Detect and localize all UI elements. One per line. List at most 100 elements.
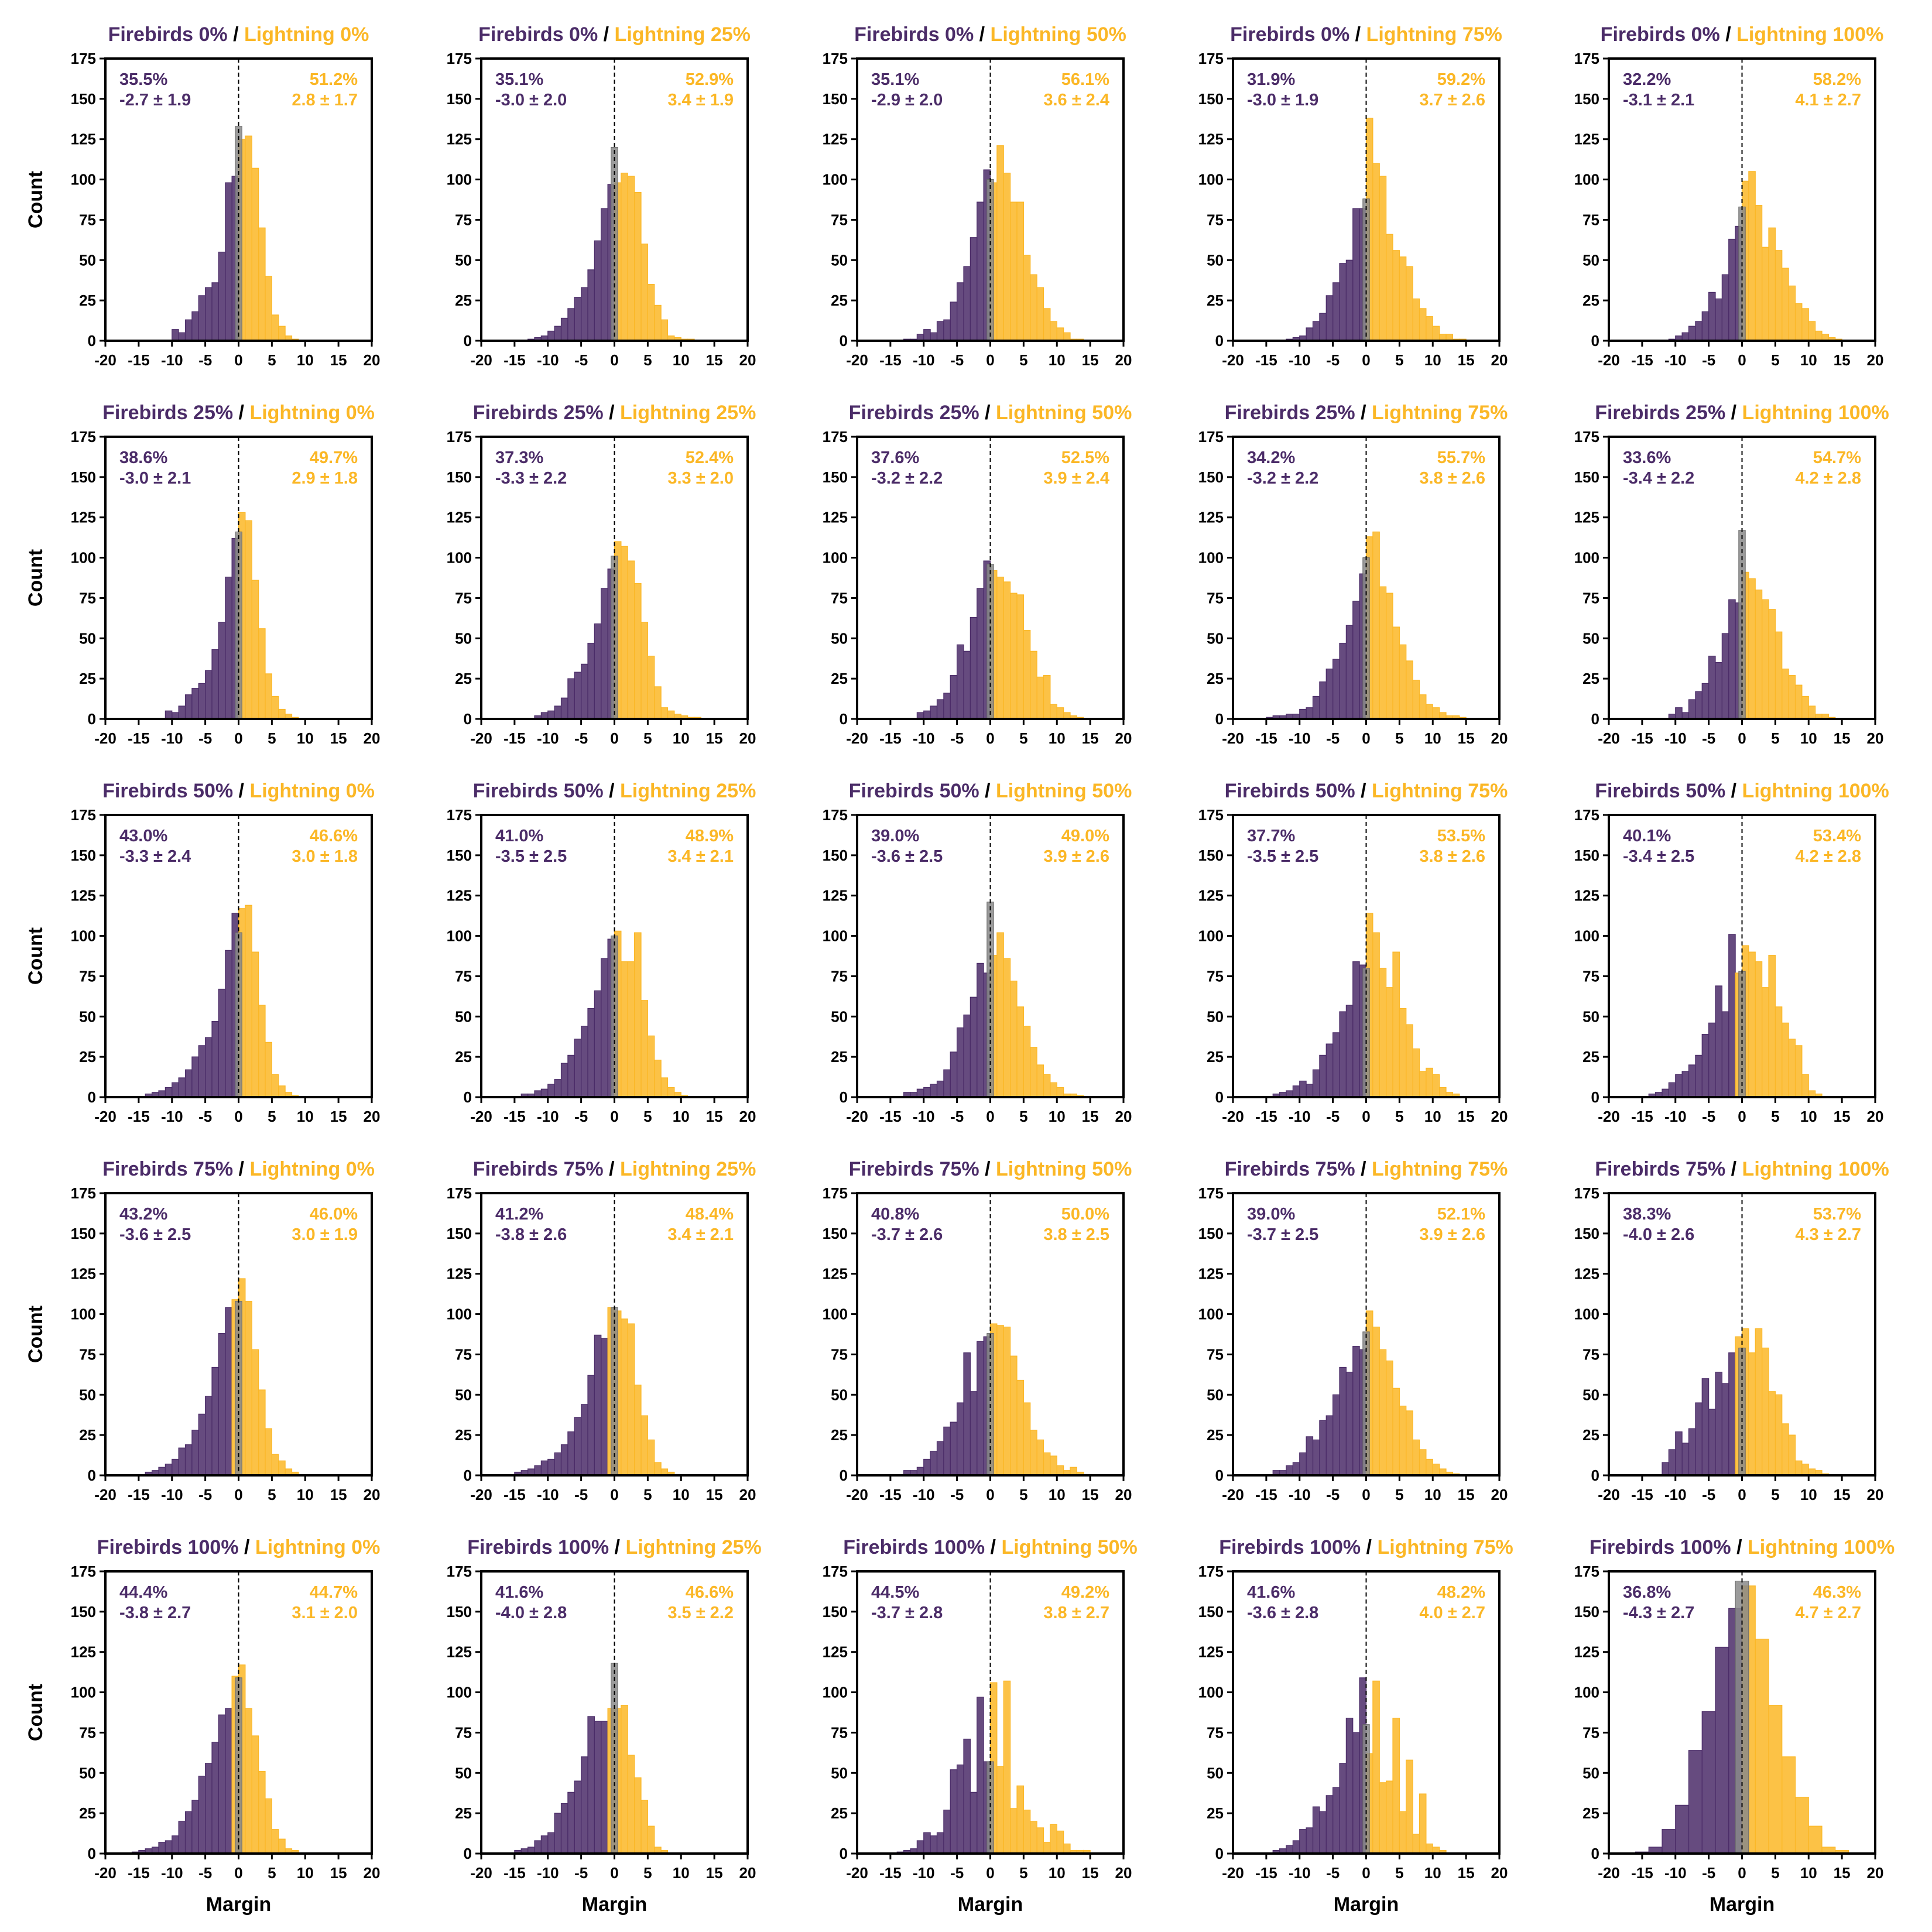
x-tick-label: -15 [1631, 1486, 1653, 1503]
lightning-bar [640, 1800, 648, 1854]
lightning-bar [1794, 1797, 1809, 1854]
lightning-bar [1801, 308, 1809, 341]
x-tick-label: 5 [1395, 1486, 1403, 1503]
lightning-bar [654, 686, 662, 720]
y-tick-label: 50 [1207, 1386, 1224, 1403]
y-tick-label: 100 [823, 927, 848, 945]
x-tick-label: 10 [297, 1486, 314, 1503]
x-tick-label: 15 [1458, 729, 1475, 747]
x-tick-label: 15 [1834, 1486, 1851, 1503]
y-tick-label: 150 [1198, 1603, 1224, 1621]
panel-16: 0 25 50 75 100 125 150 175 -20 -15 -10 -5 0 5 10 15 20 Fi… [25, 1158, 380, 1503]
firebirds-margin-stat: -3.0 ± 2.1 [119, 469, 191, 488]
lightning-margin-stat: 4.7 ± 2.7 [1795, 1604, 1861, 1622]
panel-title: Firebirds 50% / Lightning 50% [849, 780, 1132, 802]
lightning-pct: 53.4% [1813, 827, 1861, 845]
firebirds-margin-stat: -3.5 ± 2.5 [1247, 847, 1318, 866]
firebirds-bar [191, 1430, 199, 1476]
firebirds-bar [1312, 321, 1320, 341]
firebirds-bar [957, 1764, 964, 1854]
x-tick-label: -15 [503, 351, 526, 369]
firebirds-bar [1688, 699, 1696, 720]
lightning-margin-stat: 4.3 ± 2.7 [1795, 1225, 1861, 1244]
y-tick-label: 175 [823, 1184, 848, 1202]
lightning-bar [1386, 592, 1393, 720]
lightning-bar [1755, 961, 1763, 1098]
firebirds-pct: 44.4% [119, 1583, 167, 1602]
y-tick-label: 75 [455, 1345, 472, 1363]
firebirds-bar [957, 1027, 964, 1098]
x-tick-label: 15 [1082, 1108, 1099, 1125]
y-tick-label: 50 [455, 1764, 472, 1782]
y-tick-label: 175 [1574, 1563, 1599, 1580]
lightning-bar [654, 1462, 662, 1476]
y-tick-label: 125 [447, 1265, 472, 1283]
lightning-pct: 55.7% [1437, 448, 1485, 467]
firebirds-bar [930, 332, 938, 341]
y-tick-label: 50 [1582, 629, 1599, 647]
lightning-bar [1386, 1360, 1393, 1476]
y-tick-label: 0 [464, 1845, 472, 1862]
title-firebirds: Firebirds 100% [1590, 1536, 1731, 1558]
panel-title: Firebirds 0% / Lightning 25% [478, 23, 751, 46]
x-tick-label: 10 [673, 351, 690, 369]
x-tick-label: -10 [161, 351, 183, 369]
y-tick-label: 175 [1198, 806, 1224, 824]
x-tick-label: -15 [1255, 1486, 1277, 1503]
lightning-bar [1801, 1464, 1809, 1476]
firebirds-bar [547, 1832, 555, 1854]
y-tick-label: 0 [88, 1088, 96, 1106]
title-separator: / [228, 23, 244, 46]
firebirds-bar [587, 269, 595, 341]
lightning-bar [1755, 1328, 1763, 1476]
y-axis-label: Count [25, 549, 47, 607]
lightning-bar [1768, 227, 1776, 341]
firebirds-bar [1701, 683, 1710, 720]
y-tick-label: 25 [79, 1804, 96, 1822]
lightning-bar [660, 707, 669, 720]
x-tick-label: -10 [1664, 1864, 1687, 1882]
y-tick-label: 100 [447, 549, 472, 567]
y-tick-label: 50 [79, 1386, 96, 1403]
firebirds-bar [1352, 601, 1360, 720]
x-tick-label: 0 [1738, 1108, 1746, 1125]
firebirds-bar [574, 672, 582, 720]
firebirds-bar [1299, 1829, 1307, 1854]
y-tick-label: 150 [447, 847, 472, 864]
lightning-bar [1063, 332, 1071, 341]
y-tick-label: 50 [1582, 1008, 1599, 1025]
x-tick-label: 10 [673, 1864, 690, 1882]
firebirds-bar [540, 1835, 549, 1854]
lightning-bar [1030, 1430, 1037, 1476]
lightning-bar [1762, 1347, 1769, 1476]
y-tick-label: 175 [1574, 428, 1599, 446]
y-tick-label: 25 [455, 1804, 472, 1822]
y-tick-label: 75 [79, 1724, 96, 1741]
firebirds-bar [977, 201, 984, 341]
lightning-bar [1782, 1423, 1789, 1476]
lightning-pct: 49.7% [310, 448, 358, 467]
title-firebirds: Firebirds 0% [854, 23, 974, 46]
x-tick-label: -20 [470, 729, 492, 747]
x-tick-label: -20 [470, 1864, 492, 1882]
lightning-bar [640, 1415, 648, 1476]
firebirds-margin-stat: -2.7 ± 1.9 [119, 91, 191, 109]
lightning-bar [1399, 1405, 1407, 1476]
lightning-bar [1432, 1464, 1440, 1476]
y-tick-label: 75 [79, 211, 96, 228]
lightning-bar [1050, 1455, 1057, 1476]
firebirds-bar [1345, 625, 1354, 720]
y-tick-label: 100 [71, 1684, 96, 1701]
lightning-bar [245, 135, 252, 341]
title-lightning: Lightning 100% [1742, 402, 1889, 424]
title-separator: / [233, 402, 249, 424]
x-tick-label: -10 [537, 729, 559, 747]
x-tick-label: -20 [1598, 1486, 1620, 1503]
firebirds-bar [1728, 599, 1736, 720]
firebirds-bar [1681, 332, 1690, 341]
firebirds-bar [225, 577, 232, 720]
firebirds-bar [950, 675, 958, 720]
lightning-bar [1755, 590, 1763, 720]
firebirds-pct: 39.0% [1247, 1205, 1295, 1224]
firebirds-bar [1688, 1064, 1696, 1098]
